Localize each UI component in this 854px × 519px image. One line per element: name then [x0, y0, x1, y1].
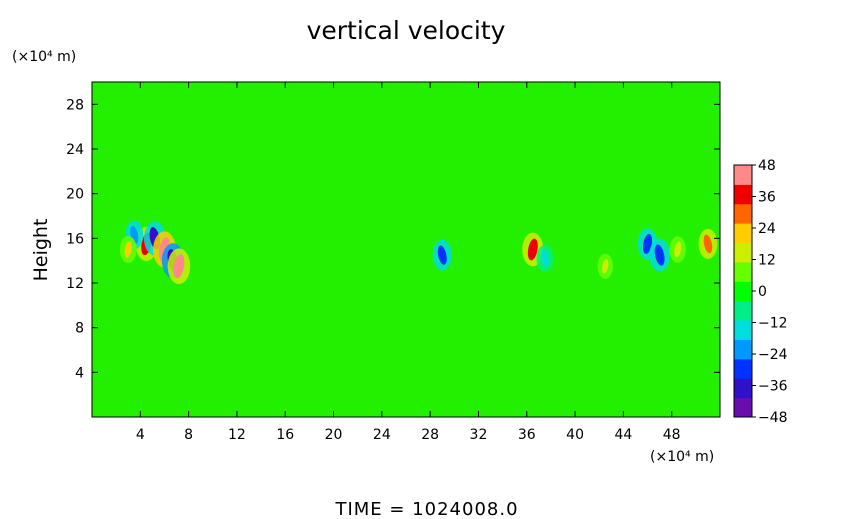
- x-tick-label: 48: [663, 427, 681, 443]
- time-label: TIME = 1024008.0: [334, 499, 518, 519]
- x-unit-label: (×10⁴ m): [650, 449, 714, 465]
- colorbar-segment: [734, 242, 752, 263]
- x-tick-label: 36: [518, 427, 536, 443]
- colorbar-segment: [734, 261, 752, 282]
- colorbar-tick-label: 36: [758, 190, 776, 206]
- x-tick-label: 28: [421, 427, 439, 443]
- colorbar-tick-label: −12: [758, 316, 788, 332]
- heatmap-feature: [541, 250, 549, 267]
- colorbar-segment: [734, 281, 752, 302]
- x-tick-label: 16: [276, 427, 294, 443]
- colorbar-segment: [734, 378, 752, 399]
- x-tick-label: 32: [470, 427, 488, 443]
- x-tick-label: 44: [614, 427, 632, 443]
- chart-title: vertical velocity: [307, 16, 506, 45]
- y-tick-label: 12: [66, 276, 84, 292]
- heatmap-feature: [674, 241, 682, 258]
- colorbar-tick-label: −24: [758, 347, 788, 363]
- colorbar-segment: [734, 184, 752, 205]
- y-tick-label: 8: [75, 321, 84, 337]
- y-tick-label: 24: [66, 142, 84, 158]
- heatmap-feature: [527, 238, 538, 261]
- colorbar-segment: [734, 300, 752, 321]
- y-unit-label: (×10⁴ m): [12, 49, 76, 65]
- colorbar-tick-label: −48: [758, 410, 788, 426]
- x-tick-label: 40: [566, 427, 584, 443]
- colorbar-segment: [734, 358, 752, 379]
- x-tick-label: 8: [184, 427, 193, 443]
- colorbar-tick-label: 12: [758, 253, 776, 269]
- colorbar-segment: [734, 320, 752, 340]
- heatmap-feature: [124, 241, 132, 258]
- colorbar-tick-label: 0: [758, 284, 767, 300]
- x-axis: 4 8 12 16 20 24 28 32 36 40 44 48: [136, 82, 681, 443]
- colorbar-tick-label: 48: [758, 158, 776, 174]
- colorbar-segment: [734, 397, 752, 418]
- plot-frame: [91, 81, 721, 418]
- colorbar-segment: [734, 339, 752, 360]
- heatmap-feature: [643, 233, 653, 254]
- y-tick-label: 20: [66, 187, 84, 203]
- heatmap-background: [92, 82, 720, 417]
- y-tick-label: 16: [66, 231, 84, 247]
- heatmap-features: [119, 220, 718, 285]
- y-tick-label: 28: [66, 97, 84, 113]
- colorbar-segment: [734, 165, 752, 185]
- heatmap-field: [92, 82, 720, 417]
- y-tick-label: 4: [75, 365, 84, 381]
- x-tick-label: 24: [373, 427, 391, 443]
- heatmap-feature: [437, 245, 447, 265]
- colorbar-tick-label: 24: [758, 221, 776, 237]
- heatmap-feature: [654, 244, 665, 266]
- colorbar-tick-label: −36: [758, 379, 788, 395]
- x-tick-label: 12: [228, 427, 246, 443]
- y-axis: 4 8 12 16 20 24 28: [66, 97, 720, 381]
- heatmap-feature: [173, 254, 185, 279]
- heatmap-feature: [602, 259, 609, 274]
- x-tick-label: 20: [325, 427, 343, 443]
- colorbar-segment: [734, 223, 752, 244]
- y-axis-label: Height: [30, 219, 52, 282]
- colorbar: 48 36 24 12 0 −12 −24 −36 −48: [733, 158, 788, 426]
- colorbar-segment: [734, 203, 752, 224]
- x-tick-label: 4: [136, 427, 145, 443]
- heatmap-feature: [703, 234, 713, 254]
